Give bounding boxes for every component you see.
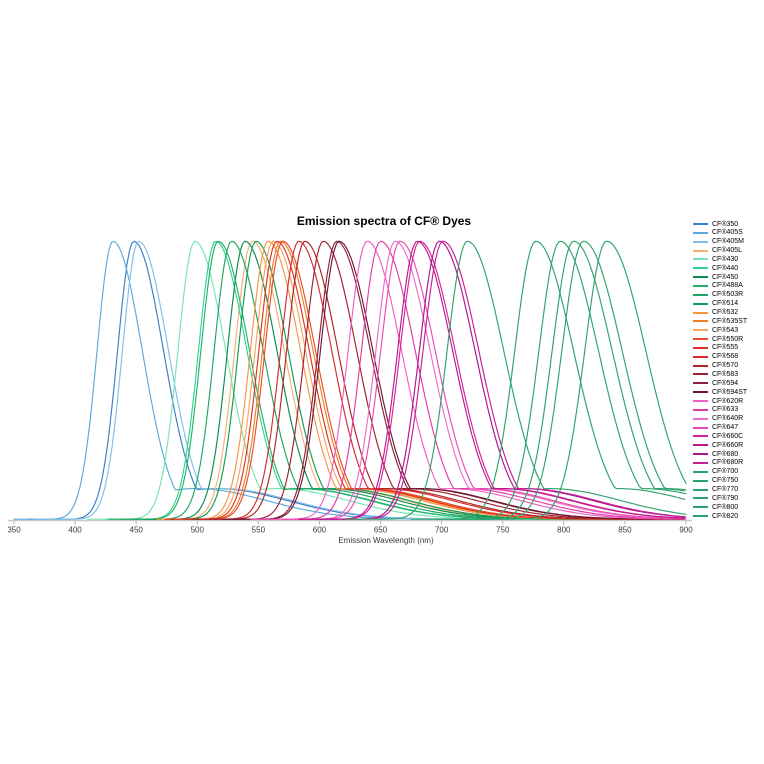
x-tick-label: 900	[679, 526, 693, 535]
x-tick-label: 450	[130, 526, 144, 535]
x-tick-label: 500	[191, 526, 205, 535]
spectrum-curve-CF647	[281, 240, 686, 520]
x-tick-label: 400	[68, 526, 82, 535]
spectrum-curve-CF820	[477, 240, 687, 520]
x-tick-label: 700	[435, 526, 449, 535]
spectrum-curve-CF700	[345, 240, 687, 520]
spectrum-curve-CF583	[208, 240, 687, 520]
x-tick-label: 550	[252, 526, 266, 535]
spectrum-curve-CF440	[106, 240, 594, 520]
x-tick-label: 750	[496, 526, 510, 535]
spectrum-curve-CF620R	[250, 240, 687, 520]
x-tick-label: 850	[618, 526, 632, 535]
spectrum-curve-CF800	[455, 240, 687, 520]
x-tick-label: 600	[313, 526, 327, 535]
chart-title: Emission spectra of CF® Dyes	[296, 214, 472, 228]
spectrum-curve-CF633	[263, 240, 685, 520]
spectrum-curve-CF680	[318, 240, 687, 520]
x-axis-label: Emission Wavelength (nm)	[338, 536, 434, 545]
x-tick-label: 650	[374, 526, 388, 535]
spectrum-curve-CF680R	[322, 240, 686, 520]
spectrum-curve-CF532	[156, 240, 647, 520]
x-tick-label: 350	[7, 526, 21, 535]
spectrum-curve-CF790	[446, 240, 685, 520]
spectrum-curve-CF594ST	[223, 240, 685, 520]
x-tick-label: 800	[557, 526, 571, 535]
